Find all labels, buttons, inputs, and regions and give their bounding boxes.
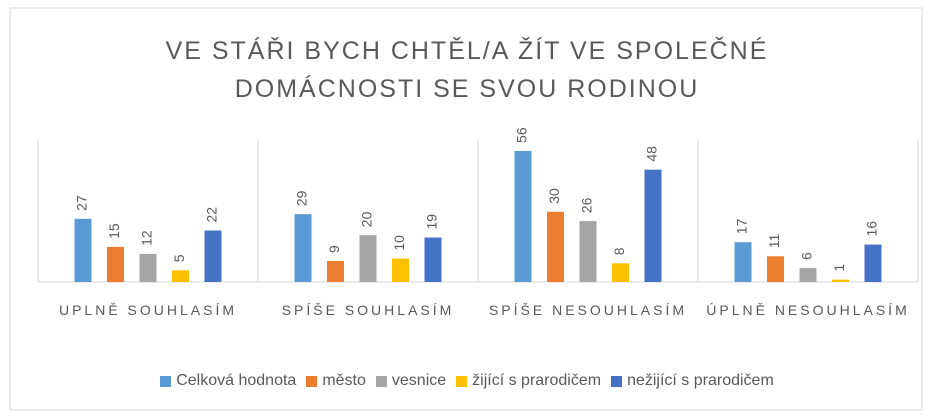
- bar: [107, 246, 124, 282]
- data-label: 12: [139, 230, 155, 246]
- x-tick-label: UPLNĚ SOUHLASÍM: [58, 302, 238, 318]
- legend-item: žijící s prarodičem: [456, 372, 601, 390]
- data-label: 15: [106, 223, 122, 239]
- legend-item: Celková hodnota: [160, 372, 296, 390]
- bar: [359, 235, 377, 282]
- bar: [74, 218, 92, 282]
- bar: [392, 258, 409, 282]
- data-label: 1: [831, 264, 847, 272]
- legend-label: vesnice: [391, 372, 447, 389]
- legend-swatch: [160, 375, 172, 387]
- legend-swatch: [306, 375, 318, 387]
- legend-label: město: [322, 372, 366, 389]
- data-label: 19: [424, 214, 440, 230]
- data-label: 27: [74, 195, 90, 211]
- legend: Celková hodnota město vesnice žijící s prar…: [0, 372, 934, 390]
- legend-label: nežijící s prarodičem: [627, 372, 774, 389]
- bar: [172, 270, 189, 282]
- legend-item: nežijící s prarodičem: [611, 372, 774, 390]
- data-label: 30: [546, 188, 562, 204]
- bar: [294, 214, 312, 282]
- legend-label: Celková hodnota: [176, 372, 297, 389]
- x-tick-label: ÚPLNĚ NESOUHLASÍM: [706, 302, 910, 318]
- bar: [644, 169, 662, 282]
- chart-title: VE STÁŘI BYCH CHTĚL/A ŽÍT VE SPOLEČNÉ DO…: [165, 37, 769, 103]
- bar: [547, 211, 564, 282]
- bar: [327, 260, 344, 282]
- legend-swatch: [375, 375, 387, 387]
- data-label: 26: [579, 197, 595, 213]
- bar: [832, 279, 849, 282]
- data-label: 8: [611, 247, 627, 255]
- bar: [864, 244, 882, 282]
- data-label: 22: [204, 207, 220, 223]
- x-tick-label: SPÍŠE NESOUHLASÍM: [488, 302, 688, 318]
- bar: [612, 263, 629, 282]
- data-label: 48: [644, 146, 660, 162]
- bar: [734, 242, 752, 282]
- bar: [204, 230, 222, 282]
- bar: [767, 256, 784, 282]
- data-label: 17: [734, 218, 750, 234]
- data-label: 5: [171, 254, 187, 262]
- bar: [424, 237, 442, 282]
- bar: [514, 150, 532, 282]
- data-label: 56: [514, 127, 530, 143]
- x-tick-label: SPÍŠE SOUHLASÍM: [281, 302, 455, 318]
- legend-swatch: [611, 375, 623, 387]
- legend-label: žijící s prarodičem: [472, 372, 602, 389]
- data-label: 11: [766, 234, 782, 249]
- data-label: 16: [864, 221, 880, 237]
- legend-item: vesnice: [375, 372, 447, 390]
- chart-border: [9, 7, 923, 411]
- data-label: 9: [326, 245, 342, 253]
- data-label: 10: [391, 235, 407, 251]
- legend-swatch: [456, 375, 468, 387]
- bar: [139, 253, 157, 282]
- data-label: 29: [294, 190, 310, 206]
- data-label: 20: [359, 211, 375, 227]
- bar: [579, 221, 597, 282]
- data-label: 6: [799, 252, 815, 260]
- legend-item: město: [306, 372, 366, 390]
- bar: [799, 267, 817, 282]
